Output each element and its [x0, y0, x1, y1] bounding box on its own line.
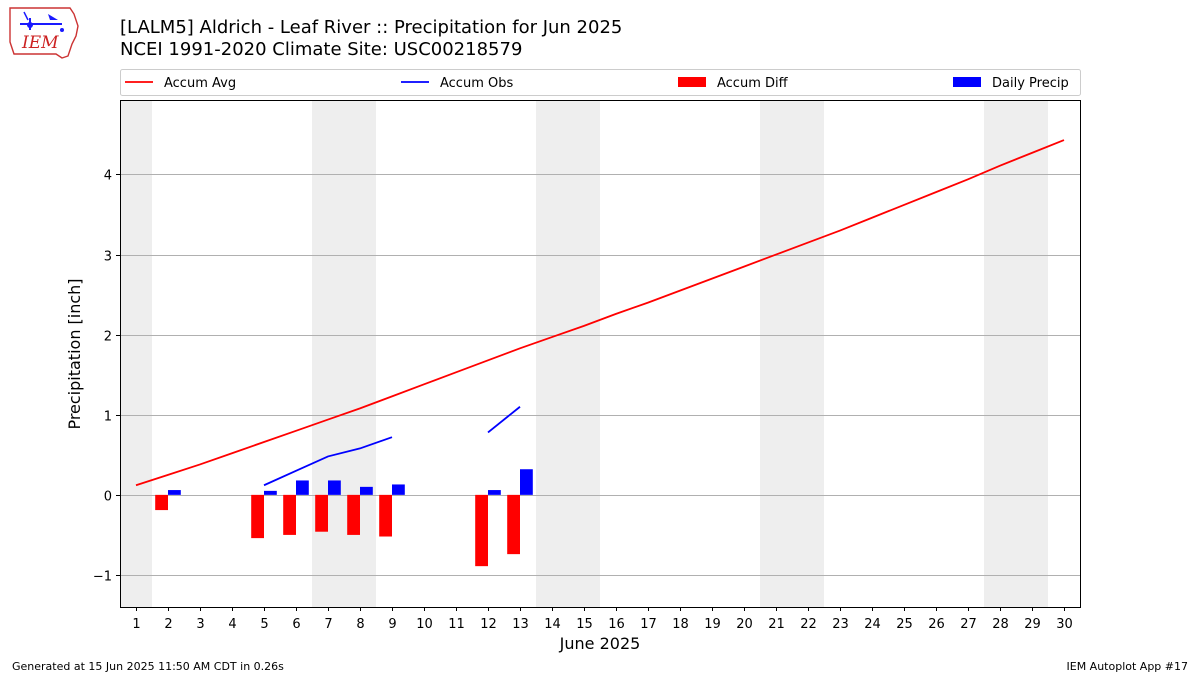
- x-tick-label: 23: [832, 617, 849, 632]
- daily-precip-bar: [360, 486, 373, 495]
- daily-precip-bar: [488, 490, 501, 495]
- x-tick-label: 28: [992, 617, 1009, 632]
- x-tick-label: 14: [544, 617, 561, 632]
- x-tick-label: 29: [1024, 617, 1041, 632]
- y-tick-label: −1: [93, 570, 112, 585]
- y-axis-label: Precipitation [inch]: [65, 278, 84, 429]
- lines-group: [135, 139, 1065, 487]
- x-tick-label: 18: [672, 617, 689, 632]
- x-tick-label: 15: [576, 617, 593, 632]
- x-tick-label: 1: [132, 617, 140, 632]
- logo-text: IEM: [21, 33, 59, 53]
- plot-frame: [120, 100, 1081, 608]
- generated-note: Generated at 15 Jun 2025 11:50 AM CDT in…: [12, 660, 284, 673]
- x-tick-label: 7: [324, 617, 332, 632]
- weekend-shade: [120, 100, 152, 607]
- x-tick-label: 24: [864, 617, 881, 632]
- x-tick-label: 9: [388, 617, 396, 632]
- daily-precip-bar: [168, 490, 181, 495]
- iowa-state-outline: [9, 7, 79, 59]
- weekend-shade: [760, 100, 824, 607]
- y-tick-label: 1: [104, 410, 112, 425]
- accum-avg-line: [135, 139, 1065, 487]
- x-tick-label: 4: [228, 617, 236, 632]
- accum-diff-bar: [283, 494, 296, 535]
- accum-diff-bar: [315, 494, 328, 532]
- weekend-shading: [120, 100, 1048, 607]
- x-tick-label: 13: [512, 617, 529, 632]
- accum-diff-bar: [155, 494, 168, 511]
- x-tick-label: 26: [928, 617, 945, 632]
- x-tick-label: 16: [608, 617, 625, 632]
- x-tick-label: 19: [704, 617, 721, 632]
- x-tick-label: 5: [260, 617, 268, 632]
- accum-diff-bar: [507, 494, 520, 555]
- accum-diff-bar: [379, 494, 392, 537]
- weekend-shade: [984, 100, 1048, 607]
- chart-subtitle: NCEI 1991-2020 Climate Site: USC00218579: [120, 39, 523, 60]
- y-axis-ticks: −1 0 1 2 3 4: [93, 169, 120, 585]
- x-tick-label: 22: [800, 617, 817, 632]
- legend-daily-precip-swatch: [953, 77, 981, 87]
- daily-precip-bar: [328, 480, 341, 495]
- x-tick-label: 30: [1056, 617, 1073, 632]
- x-axis-label: June 2025: [559, 634, 641, 653]
- legend: Accum Avg Accum Obs Accum Diff Daily Precip: [120, 69, 1081, 96]
- x-tick-label: 10: [416, 617, 433, 632]
- y-tick-label: 3: [104, 250, 112, 265]
- legend-accum-obs-label: Accum Obs: [440, 76, 513, 91]
- weather-station-icon: [20, 11, 64, 32]
- bars-group: [155, 469, 533, 567]
- chart-title: [LALM5] Aldrich - Leaf River :: Precipit…: [120, 17, 623, 38]
- x-tick-label: 21: [768, 617, 785, 632]
- app-note: IEM Autoplot App #17: [1066, 660, 1189, 673]
- x-tick-label: 2: [164, 617, 172, 632]
- daily-precip-bar: [296, 480, 309, 495]
- legend-accum-avg-label: Accum Avg: [164, 76, 236, 91]
- x-tick-label: 20: [736, 617, 753, 632]
- legend-daily-precip-label: Daily Precip: [992, 76, 1069, 91]
- iem-logo: IEM: [9, 7, 79, 59]
- y-tick-label: 4: [104, 169, 112, 184]
- accum-obs-line: [263, 436, 393, 487]
- y-gridlines: [120, 174, 1080, 576]
- y-tick-label: 0: [104, 490, 112, 505]
- legend-accum-diff-swatch: [678, 77, 706, 87]
- x-tick-label: 25: [896, 617, 913, 632]
- x-tick-label: 12: [480, 617, 497, 632]
- y-tick-label: 2: [104, 330, 112, 345]
- legend-accum-diff-label: Accum Diff: [717, 76, 789, 91]
- accum-diff-bar: [251, 494, 264, 539]
- x-tick-label: 6: [292, 617, 300, 632]
- x-tick-label: 3: [196, 617, 204, 632]
- x-axis-ticks: 1 2 3 4 5 6 7 8 9 10 11 12 13 14 15 16 17 18 19 20 21 22 23 24 2…: [132, 607, 1073, 632]
- accum-obs-line: [487, 406, 521, 434]
- x-tick-label: 11: [448, 617, 465, 632]
- x-tick-label: 27: [960, 617, 977, 632]
- x-tick-label: 17: [640, 617, 657, 632]
- weekend-shade: [536, 100, 600, 607]
- accum-diff-bar: [475, 494, 488, 567]
- daily-precip-bar: [264, 490, 277, 495]
- legend-box: [120, 69, 1081, 96]
- accum-diff-bar: [347, 494, 360, 535]
- daily-precip-bar: [520, 469, 533, 495]
- daily-precip-bar: [392, 484, 405, 495]
- x-tick-label: 8: [356, 617, 364, 632]
